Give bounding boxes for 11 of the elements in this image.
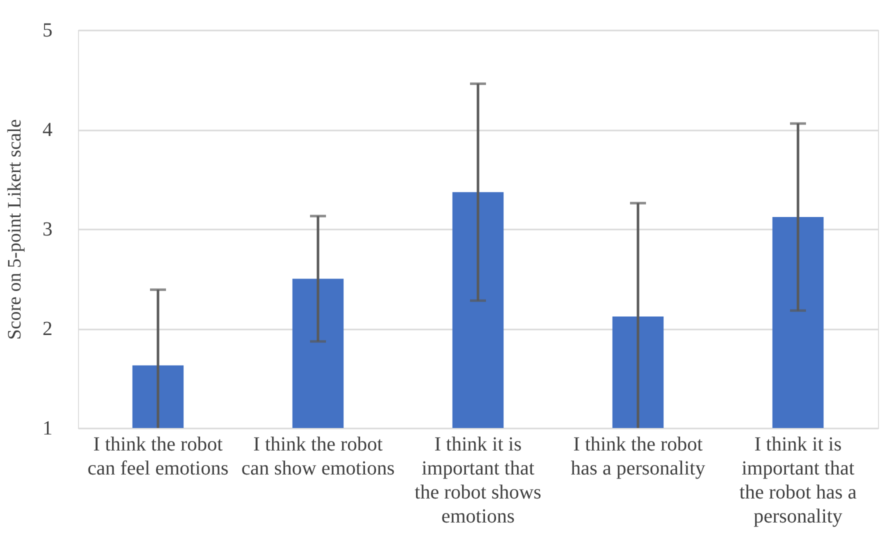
- x-tick-label: I think the robot can show emotions: [241, 434, 395, 480]
- x-tick-label: I think the robot has a personality: [570, 434, 706, 480]
- x-tick-label: I think the robot can feel emotions: [87, 434, 229, 480]
- y-tick-label: 1: [42, 418, 52, 440]
- y-tick-label: 4: [42, 119, 52, 141]
- y-axis-title: Score on 5-point Likert scale: [4, 119, 26, 340]
- x-tick-label: I think it is important that the robot has a personality: [739, 434, 857, 528]
- y-tick-label: 5: [42, 20, 52, 42]
- x-tick-label: I think it is important that the robot shows emotions: [414, 434, 542, 528]
- y-tick-label: 3: [42, 218, 52, 240]
- y-tick-label: 2: [42, 318, 52, 340]
